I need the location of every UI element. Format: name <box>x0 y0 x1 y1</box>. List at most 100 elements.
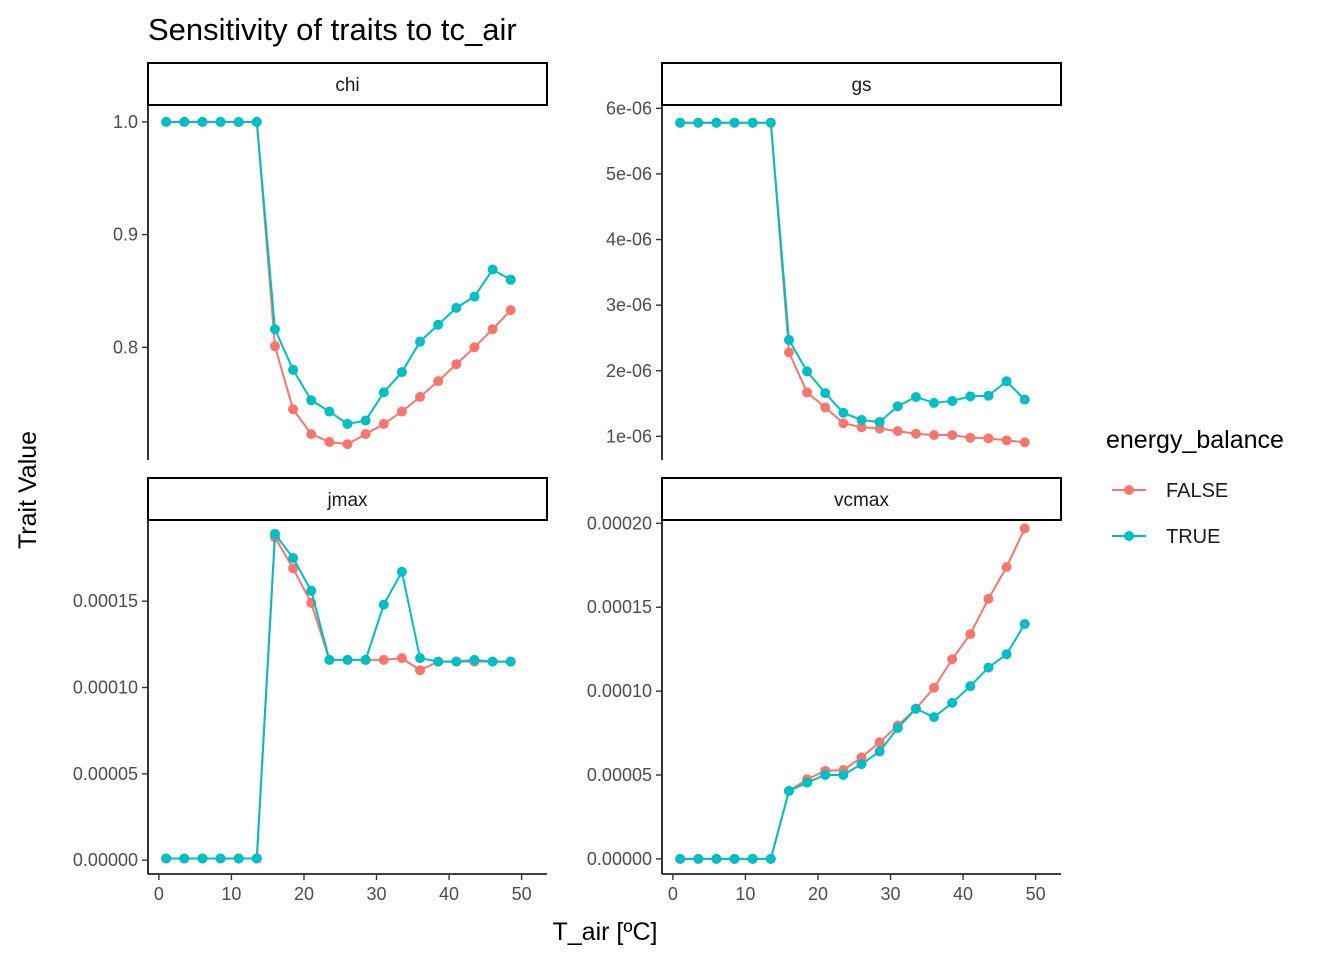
data-point <box>711 853 722 864</box>
data-point <box>965 629 976 640</box>
data-point <box>342 439 353 450</box>
legend-entry-true: TRUE <box>1112 526 1220 548</box>
series-line <box>166 531 511 860</box>
data-point <box>378 418 389 429</box>
data-point <box>983 390 994 401</box>
y-tick-label: 3e-06 <box>606 295 652 315</box>
data-point <box>1019 394 1030 405</box>
x-tick-label: 0 <box>668 884 678 904</box>
data-point <box>451 359 462 370</box>
data-point <box>965 681 976 692</box>
data-point <box>892 723 903 734</box>
data-point <box>215 853 226 864</box>
series-false-gs <box>675 117 1030 448</box>
data-point <box>360 415 371 426</box>
series-false-vcmax <box>675 523 1030 864</box>
y-tick-label: 0.00020 <box>587 513 652 533</box>
legend-label: TRUE <box>1166 526 1220 548</box>
y-tick-label: 6e-06 <box>606 98 652 118</box>
series-true-gs <box>675 117 1030 427</box>
y-tick-label: 5e-06 <box>606 164 652 184</box>
data-point <box>947 697 958 708</box>
series-line <box>680 623 1026 860</box>
data-point <box>765 853 776 864</box>
x-tick-label: 30 <box>881 884 901 904</box>
data-point <box>251 116 262 127</box>
data-point <box>288 364 299 375</box>
data-point <box>360 654 371 665</box>
data-point <box>910 392 921 403</box>
data-point <box>451 656 462 667</box>
y-tick-label: 0.00005 <box>73 764 138 784</box>
x-tick-label: 20 <box>808 884 828 904</box>
data-point <box>269 341 280 352</box>
y-tick-label: 0.8 <box>113 337 138 357</box>
data-point <box>487 264 498 275</box>
data-point <box>1019 619 1030 630</box>
data-point <box>378 599 389 610</box>
data-point <box>415 336 426 347</box>
data-point <box>983 593 994 604</box>
data-point <box>965 432 976 443</box>
data-point <box>288 552 299 563</box>
series-true-jmax <box>161 528 516 864</box>
strip-chi <box>147 62 548 106</box>
data-point <box>747 117 758 128</box>
data-point <box>802 777 813 788</box>
legend-label: FALSE <box>1166 480 1228 502</box>
strip-gs <box>661 62 1062 106</box>
data-point <box>288 563 299 574</box>
y-tick-label: 0.00005 <box>587 765 652 785</box>
x-tick-label: 0 <box>154 884 164 904</box>
data-point <box>161 853 172 864</box>
series-line <box>680 527 1026 860</box>
x-tick-label: 40 <box>953 884 973 904</box>
series-true-vcmax <box>675 619 1030 864</box>
y-tick-label: 2e-06 <box>606 361 652 381</box>
data-point <box>415 653 426 664</box>
data-point <box>233 853 244 864</box>
strip-vcmax <box>661 477 1062 521</box>
data-point <box>929 712 940 723</box>
data-point <box>965 391 976 402</box>
data-point <box>856 422 867 433</box>
y-axis-title: Trait Value <box>14 431 42 549</box>
y-tick-label: 1e-06 <box>606 426 652 446</box>
data-point <box>820 770 831 781</box>
data-point <box>838 418 849 429</box>
series-true-chi <box>161 116 516 429</box>
data-point <box>433 656 444 667</box>
data-point <box>487 324 498 335</box>
data-point <box>179 116 190 127</box>
data-point <box>983 433 994 444</box>
data-point <box>342 418 353 429</box>
data-point <box>433 319 444 330</box>
y-tick-label: 0.00015 <box>587 597 652 617</box>
data-point <box>324 436 335 447</box>
data-point <box>892 401 903 412</box>
legend-entries: FALSE TRUE <box>1112 480 1228 548</box>
series-line <box>166 533 511 860</box>
series-line <box>166 120 512 446</box>
data-point <box>306 585 317 596</box>
y-tick-label: 1.0 <box>113 112 138 132</box>
data-point <box>675 117 686 128</box>
data-point <box>783 785 794 796</box>
data-point <box>505 305 516 316</box>
strip-label-chi: chi <box>335 75 359 96</box>
data-point <box>161 116 172 127</box>
data-point <box>269 528 280 539</box>
data-point <box>469 291 480 302</box>
data-point <box>783 347 794 358</box>
data-point <box>233 116 244 127</box>
strip-label-vcmax: vcmax <box>834 490 889 511</box>
y-tick-label: 4e-06 <box>606 230 652 250</box>
data-point <box>874 746 885 757</box>
data-point <box>765 117 776 128</box>
data-point <box>783 334 794 345</box>
data-point <box>693 853 704 864</box>
x-tick-label: 10 <box>735 884 755 904</box>
data-point <box>874 737 885 748</box>
data-point <box>360 429 371 440</box>
